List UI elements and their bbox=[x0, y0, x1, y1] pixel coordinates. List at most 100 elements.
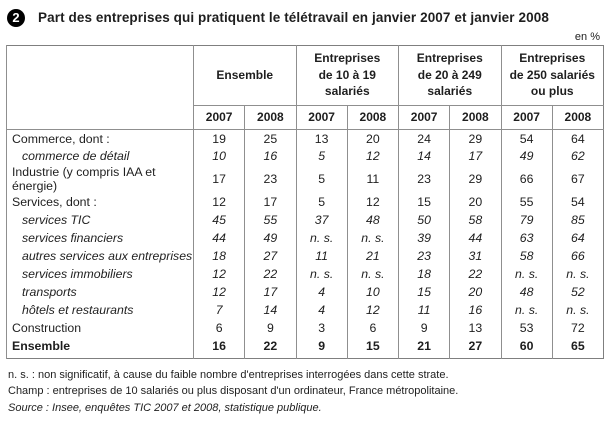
value-cell: 58 bbox=[449, 211, 502, 230]
row-label: services immobiliers bbox=[6, 265, 194, 284]
value-cell: 58 bbox=[500, 247, 553, 266]
row-label: Construction bbox=[6, 319, 194, 338]
column-group-header: Entreprises de 10 à 19 salariés bbox=[295, 45, 399, 106]
value-cell: 52 bbox=[551, 283, 604, 302]
value-cell: 27 bbox=[449, 337, 502, 359]
value-cell: 15 bbox=[398, 283, 450, 302]
value-cell: 4 bbox=[295, 283, 348, 302]
value-cell: 20 bbox=[346, 129, 399, 148]
year-header: 2007 bbox=[500, 105, 553, 130]
value-cell: 53 bbox=[500, 319, 553, 338]
value-cell: 17 bbox=[244, 193, 297, 212]
row-label: Services, dont : bbox=[6, 193, 194, 212]
value-cell: 49 bbox=[500, 147, 553, 166]
year-header-row: 2007 2008 2007 2008 2007 2008 2007 2008 bbox=[7, 105, 604, 130]
row-label: Commerce, dont : bbox=[6, 129, 194, 148]
value-cell: 18 bbox=[192, 247, 245, 266]
value-cell: 22 bbox=[244, 265, 297, 284]
value-cell: n. s. bbox=[346, 265, 399, 284]
table-row: services immobiliers 12 22 n. s. n. s. 18 22 n.… bbox=[6, 265, 604, 284]
value-cell: 11 bbox=[346, 165, 399, 194]
value-cell: 55 bbox=[244, 211, 297, 230]
column-group-header: Entreprises de 20 à 249 salariés bbox=[398, 45, 502, 106]
value-cell: 6 bbox=[346, 319, 399, 338]
value-cell: 15 bbox=[346, 337, 399, 359]
value-cell: 31 bbox=[449, 247, 502, 266]
table-row: commerce de détail 10 16 5 12 14 17 49 62 bbox=[6, 147, 604, 166]
value-cell: 12 bbox=[346, 193, 399, 212]
value-cell: n. s. bbox=[295, 229, 348, 248]
value-cell: 17 bbox=[244, 283, 297, 302]
value-cell: 54 bbox=[551, 193, 604, 212]
value-cell: 23 bbox=[398, 247, 450, 266]
value-cell: n. s. bbox=[551, 265, 604, 284]
value-cell: 13 bbox=[449, 319, 502, 338]
figure-number-badge: 2 bbox=[7, 9, 25, 27]
value-cell: 15 bbox=[398, 193, 450, 212]
value-cell: 27 bbox=[244, 247, 297, 266]
figure-title-block: 2 Part des entreprises qui pratiquent le… bbox=[6, 6, 603, 28]
value-cell: n. s. bbox=[500, 265, 553, 284]
value-cell: 23 bbox=[244, 165, 297, 194]
value-cell: 21 bbox=[398, 337, 450, 359]
value-cell: 12 bbox=[346, 301, 399, 320]
value-cell: n. s. bbox=[346, 229, 399, 248]
value-cell: n. s. bbox=[500, 301, 553, 320]
row-label: transports bbox=[6, 283, 194, 302]
value-cell: 54 bbox=[500, 129, 553, 148]
value-cell: 66 bbox=[500, 165, 553, 194]
value-cell: 17 bbox=[449, 147, 502, 166]
value-cell: 50 bbox=[398, 211, 450, 230]
table-row: autres services aux entreprises 18 27 11 21 2… bbox=[6, 247, 604, 266]
value-cell: 16 bbox=[192, 337, 245, 359]
value-cell: 6 bbox=[192, 319, 245, 338]
row-label: commerce de détail bbox=[6, 147, 194, 166]
value-cell: 23 bbox=[398, 165, 450, 194]
value-cell: 5 bbox=[295, 165, 348, 194]
value-cell: 14 bbox=[244, 301, 297, 320]
value-cell: 20 bbox=[449, 193, 502, 212]
value-cell: 48 bbox=[500, 283, 553, 302]
year-header: 2007 bbox=[398, 105, 450, 130]
value-cell: 13 bbox=[295, 129, 348, 148]
value-cell: 10 bbox=[192, 147, 245, 166]
value-cell: 60 bbox=[500, 337, 553, 359]
value-cell: 21 bbox=[346, 247, 399, 266]
value-cell: 66 bbox=[551, 247, 604, 266]
value-cell: 45 bbox=[192, 211, 245, 230]
value-cell: 37 bbox=[295, 211, 348, 230]
value-cell: 24 bbox=[398, 129, 450, 148]
note: n. s. : non significatif, à cause du fai… bbox=[8, 368, 449, 381]
table-row: transports 12 17 4 10 15 20 48 52 bbox=[6, 283, 604, 302]
value-cell: 67 bbox=[551, 165, 604, 194]
value-cell: 4 bbox=[295, 301, 348, 320]
row-label: Industrie (y compris IAA et énergie) bbox=[6, 165, 194, 194]
value-cell: 12 bbox=[192, 265, 245, 284]
value-cell: 49 bbox=[244, 229, 297, 248]
value-cell: 12 bbox=[192, 283, 245, 302]
value-cell: 79 bbox=[500, 211, 553, 230]
value-cell: 55 bbox=[500, 193, 553, 212]
value-cell: 72 bbox=[551, 319, 604, 338]
value-cell: 11 bbox=[295, 247, 348, 266]
value-cell: 14 bbox=[398, 147, 450, 166]
unit-label: en % bbox=[574, 30, 600, 43]
value-cell: 25 bbox=[244, 129, 297, 148]
value-cell: 62 bbox=[551, 147, 604, 166]
value-cell: 17 bbox=[192, 165, 245, 194]
year-header: 2008 bbox=[346, 105, 399, 130]
column-group-header: Entreprises de 250 salariés ou plus bbox=[500, 45, 604, 106]
value-cell: 44 bbox=[192, 229, 245, 248]
telework-table: Ensemble Entreprises de 10 à 19 salariés E… bbox=[6, 44, 605, 359]
table-body: Commerce, dont :19 25 13 20 24 29 54 64 commerce… bbox=[6, 129, 604, 359]
value-cell: 9 bbox=[244, 319, 297, 338]
corner-cell bbox=[6, 45, 194, 130]
column-group-header: Ensemble bbox=[193, 45, 297, 106]
value-cell: 65 bbox=[551, 337, 604, 359]
value-cell: 85 bbox=[551, 211, 604, 230]
year-header: 2007 bbox=[295, 105, 348, 130]
note: Source : Insee, enquêtes TIC 2007 et 200… bbox=[8, 401, 322, 414]
value-cell: 11 bbox=[398, 301, 450, 320]
table-row: hôtels et restaurants 7 14 4 12 11 16 n. s. n. s… bbox=[6, 301, 604, 320]
table-row: Services, dont :12 17 5 12 15 20 55 54 bbox=[6, 193, 604, 212]
